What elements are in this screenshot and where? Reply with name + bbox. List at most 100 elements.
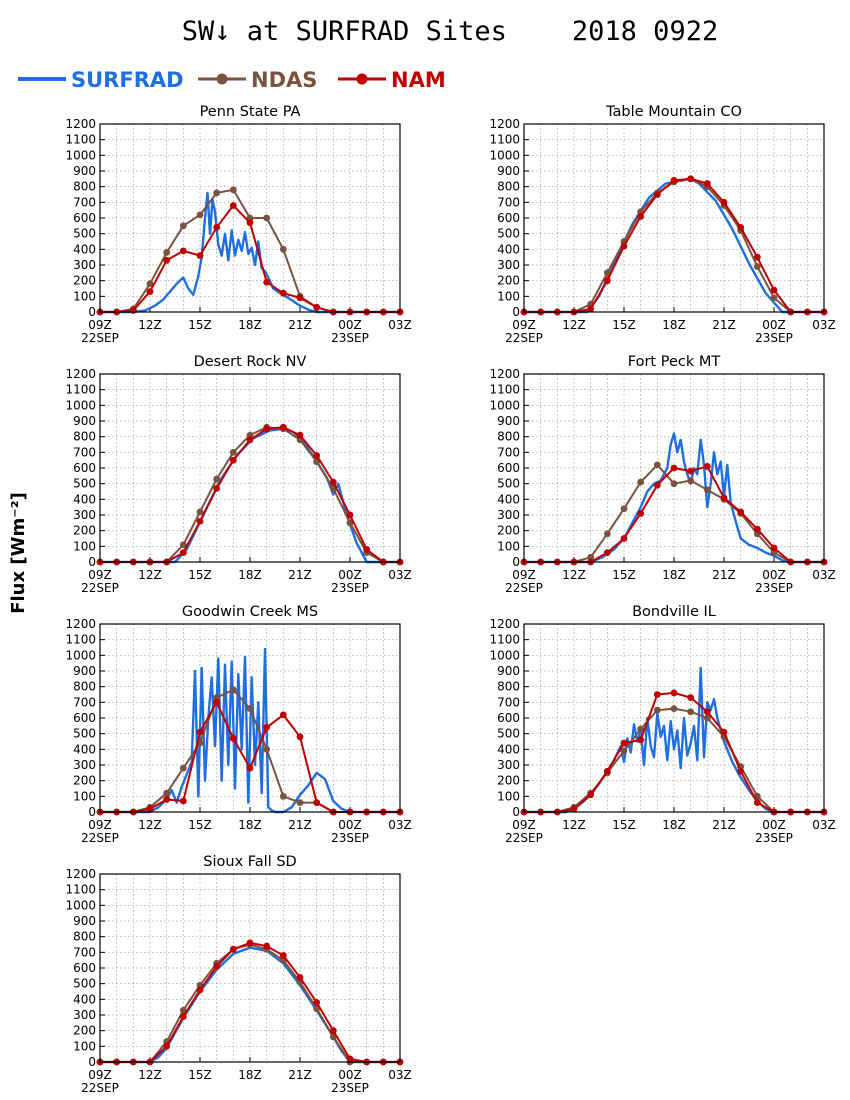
legend-label-surfrad: SURFRAD [71, 68, 184, 92]
y-tick-label: 200 [497, 524, 520, 538]
x-tick-label: 18Z [662, 568, 686, 582]
data-point-nam [313, 999, 321, 1006]
panel-frame [523, 623, 825, 813]
y-tick-label: 800 [497, 180, 520, 194]
data-point-nam [229, 202, 237, 209]
data-point-nam [703, 708, 711, 716]
panel-title: Bondville IL [632, 604, 716, 620]
data-point-ndas [587, 553, 595, 561]
data-point-nam [587, 791, 595, 799]
panels: Penn State PA010020030040050060070080090… [65, 104, 835, 1095]
y-tick-label: 300 [497, 758, 520, 772]
x-date-label: 23SEP [331, 331, 369, 345]
y-tick-label: 1100 [65, 133, 96, 147]
data-point-ndas [246, 431, 254, 439]
x-tick-label: 09Z [88, 818, 112, 832]
y-tick-label: 1100 [65, 883, 96, 897]
x-date-label: 22SEP [81, 1081, 119, 1095]
y-tick-label: 600 [497, 211, 520, 225]
y-tick-label: 700 [73, 195, 96, 209]
legend-marker-ndas [216, 73, 228, 85]
data-point-ndas [603, 269, 611, 277]
data-point-ndas [163, 249, 171, 256]
data-point-nam [770, 286, 778, 294]
x-tick-label: 21Z [288, 568, 312, 582]
series-surfrad [100, 946, 400, 1064]
y-tick-label: 900 [73, 914, 96, 928]
data-point-ndas [263, 745, 271, 753]
data-point-ndas [246, 705, 254, 712]
data-point-nam [637, 510, 645, 517]
legend-marker-nam [356, 73, 368, 85]
data-point-nam [737, 508, 745, 516]
x-tick-label: 15Z [188, 818, 212, 832]
x-tick-label: 18Z [238, 568, 262, 582]
data-point-ndas [196, 211, 204, 219]
legend: SURFRAD NDAS NAM [18, 68, 446, 92]
x-tick-label: 03Z [388, 568, 412, 582]
data-point-nam [737, 767, 745, 775]
y-tick-label: 300 [73, 258, 96, 272]
x-tick-label: 09Z [88, 1068, 112, 1082]
data-point-nam [703, 463, 711, 470]
x-tick-label: 09Z [88, 318, 112, 332]
x-tick-label: 03Z [812, 318, 836, 332]
x-tick-label: 15Z [188, 568, 212, 582]
data-point-nam [653, 691, 661, 698]
y-tick-label: 0 [512, 805, 520, 819]
y-tick-label: 1000 [489, 148, 520, 162]
data-point-nam [770, 544, 778, 552]
data-point-nam [179, 247, 187, 255]
y-tick-label: 1100 [489, 633, 520, 647]
data-point-nam [620, 739, 628, 747]
x-tick-label: 18Z [662, 318, 686, 332]
x-tick-label: 12Z [138, 1068, 162, 1082]
panel-title: Desert Rock NV [194, 354, 307, 370]
y-tick-label: 500 [73, 227, 96, 241]
y-tick-label: 100 [73, 539, 96, 553]
data-point-nam [163, 1042, 171, 1050]
data-point-nam [637, 736, 645, 744]
data-point-nam [246, 939, 254, 947]
y-tick-label: 900 [497, 414, 520, 428]
y-tick-label: 900 [497, 164, 520, 178]
y-tick-label: 200 [497, 774, 520, 788]
y-tick-label: 1200 [489, 117, 520, 131]
data-point-ndas [603, 530, 611, 538]
data-point-nam [720, 494, 728, 502]
data-point-nam [587, 305, 595, 313]
x-tick-label: 12Z [138, 568, 162, 582]
data-point-ndas [653, 706, 661, 714]
y-tick-label: 100 [497, 539, 520, 553]
y-tick-label: 300 [497, 508, 520, 522]
y-tick-label: 700 [497, 195, 520, 209]
data-point-nam [720, 198, 728, 206]
y-tick-label: 700 [497, 445, 520, 459]
x-tick-label: 09Z [512, 318, 536, 332]
data-point-nam [146, 288, 154, 296]
x-tick-label: 21Z [712, 818, 736, 832]
data-point-nam [263, 425, 271, 433]
data-point-ndas [346, 519, 354, 527]
x-tick-label: 00Z [338, 818, 362, 832]
data-point-nam [279, 711, 287, 719]
data-point-nam [246, 219, 254, 227]
x-date-label: 22SEP [505, 581, 543, 595]
data-point-nam [737, 224, 745, 231]
data-point-nam [163, 796, 171, 803]
y-tick-label: 600 [497, 711, 520, 725]
x-date-label: 23SEP [755, 831, 793, 845]
data-point-nam [653, 191, 661, 198]
data-point-ndas [229, 448, 237, 456]
panel-title: Sioux Fall SD [203, 854, 296, 870]
x-tick-label: 15Z [612, 318, 636, 332]
data-point-ndas [620, 747, 628, 755]
data-point-nam [196, 252, 204, 259]
y-tick-label: 1000 [65, 648, 96, 662]
y-tick-label: 600 [73, 211, 96, 225]
data-point-nam [279, 423, 287, 431]
series-surfrad [524, 666, 824, 814]
panel-frame [99, 373, 401, 563]
